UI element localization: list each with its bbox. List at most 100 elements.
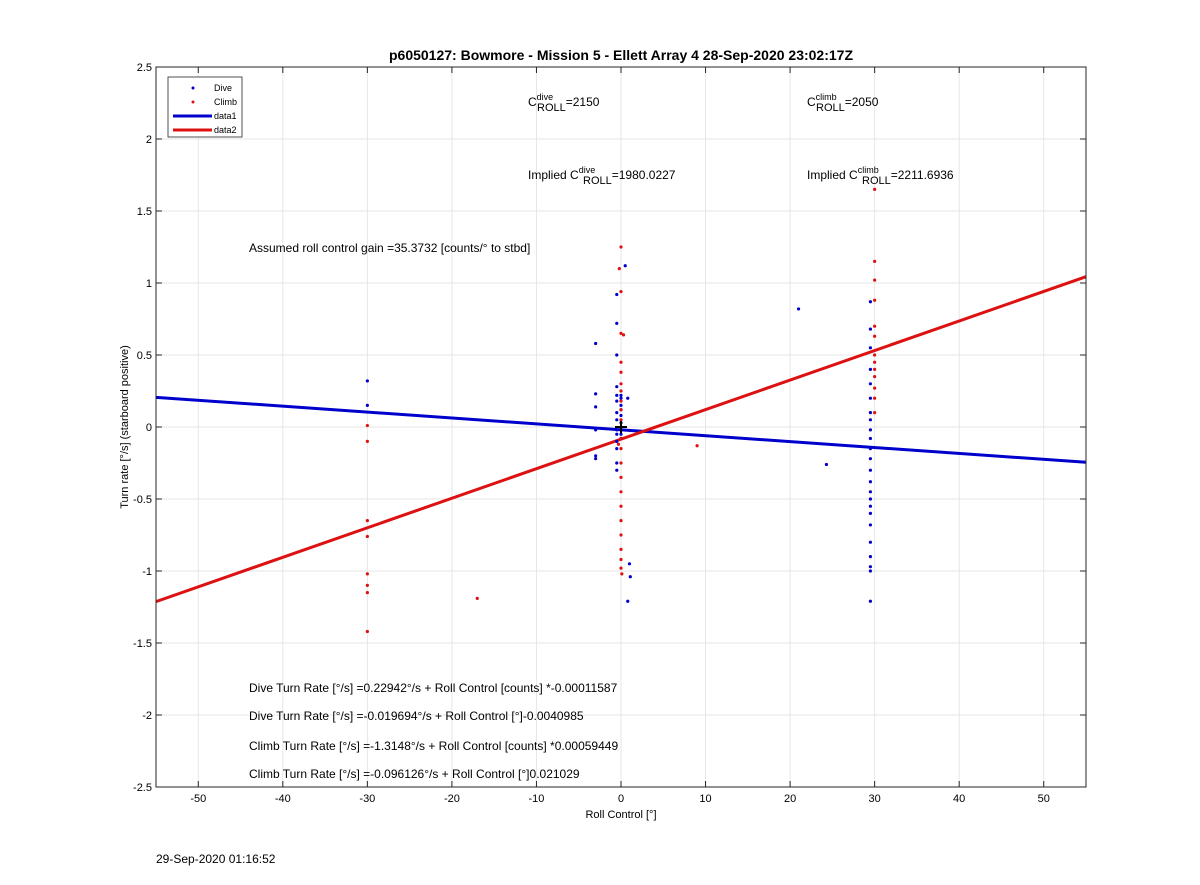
dive-point [615,411,619,415]
climb-point [873,360,877,364]
x-tick-label: 0 [618,793,624,805]
dive-point [626,396,630,400]
chart-title: p6050127: Bowmore - Mission 5 - Ellett A… [389,47,853,63]
climb-point [873,259,877,263]
x-tick-label: -20 [444,793,460,805]
x-tick-label: 10 [699,793,711,805]
dive-point [615,428,619,432]
climb-point [365,583,369,588]
dive-point [594,454,598,458]
y-tick-label: -2 [142,710,152,722]
annotation-c-dive: Cdive ROLL=2150 [528,92,600,114]
dive-point [824,462,829,467]
x-tick-label: 20 [784,793,796,805]
y-tick-label: 1.5 [137,206,152,218]
x-tick-label: -30 [359,793,375,805]
dive-point [619,432,623,436]
climb-point [365,572,369,576]
climb-point [365,534,369,539]
climb-point [619,408,623,412]
climb-point [873,386,877,390]
x-tick-label: -50 [190,793,206,805]
equation-climb-degrees: Climb Turn Rate [°/s] =-0.096126°/s + Ro… [249,767,580,781]
climb-point [619,382,623,386]
dive-point [365,379,369,383]
dive-point [615,399,619,403]
dive-point [868,497,873,501]
legend-dive-label: Dive [214,83,232,93]
dive-point [615,393,619,397]
legend-dive-marker [191,86,195,90]
dive-point [615,432,619,436]
dive-point [619,413,623,418]
dive-point [868,565,873,569]
origin-marker [615,421,627,433]
dive-point [615,461,619,465]
dive-point [615,321,619,325]
dive-point [615,385,619,389]
x-axis-label: Roll Control [°] [585,809,656,821]
climb-point [365,439,369,443]
climb-point [873,353,877,357]
dive-point [619,396,623,400]
dive-point [619,393,623,397]
dive-point [868,346,873,350]
climb-point [619,436,623,441]
dive-point [594,392,598,396]
climb-point [619,399,623,403]
dive-point [594,405,598,409]
y-tick-label: 2 [146,134,152,146]
climb-point [621,333,626,337]
legend-box [167,76,243,138]
climb-point [873,278,877,282]
dive-point [868,523,873,527]
dive-point [615,418,619,422]
dive-point [868,436,873,441]
climb-point [695,444,699,448]
dive-point [615,353,619,357]
y-tick-label: -2.5 [133,782,152,794]
dive-point [868,540,873,544]
y-tick-label: -1 [142,566,152,578]
dive-point [868,504,873,508]
climb-point [619,490,623,494]
climb-point [873,375,877,379]
x-axis-ticks: -50 -40 -30 -20 -10 0 10 20 30 40 50 [190,67,1050,805]
climb-point [619,331,623,335]
climb-point [873,411,877,415]
climb-point [619,547,623,552]
dive-point [615,292,619,297]
dive-point [626,599,630,603]
climb-point [619,475,623,479]
footer-timestamp: 29-Sep-2020 01:16:52 [156,852,276,866]
dive-point [594,428,598,432]
data-points [365,187,877,634]
y-axis-label: Turn rate [°/s] (starboard positive) [119,345,131,509]
climb-point [365,423,369,428]
dive-point [868,367,873,371]
climb-point [616,442,621,446]
dive-point [619,403,623,407]
dive-point [594,341,598,346]
y-axis-ticks: -2.5 -2 -1.5 -1 -0.5 0 0.5 1 1.5 2 2.5 [133,62,1086,794]
climb-point [619,245,623,249]
climb-point [365,519,369,523]
legend-climb-marker [191,100,195,104]
climb-point [619,557,623,562]
climb-point [365,629,369,634]
y-tick-label: -0.5 [133,494,152,506]
climb-point [619,504,623,508]
annotation-implied-climb: Implied Cclimb ROLL=2211.6936 [807,165,954,187]
climb-point [619,418,623,422]
climb-point [365,591,369,595]
dive-point [868,480,873,484]
climb-point [873,324,877,328]
dive-point [868,396,873,400]
dive-point [594,457,598,461]
climb-point [619,447,623,451]
x-tick-label: 40 [953,793,965,805]
x-tick-label: -10 [529,793,545,805]
dive-point [868,447,873,451]
equation-dive-counts: Dive Turn Rate [°/s] =0.22942°/s + Roll … [249,681,618,695]
climb-point [619,519,623,523]
